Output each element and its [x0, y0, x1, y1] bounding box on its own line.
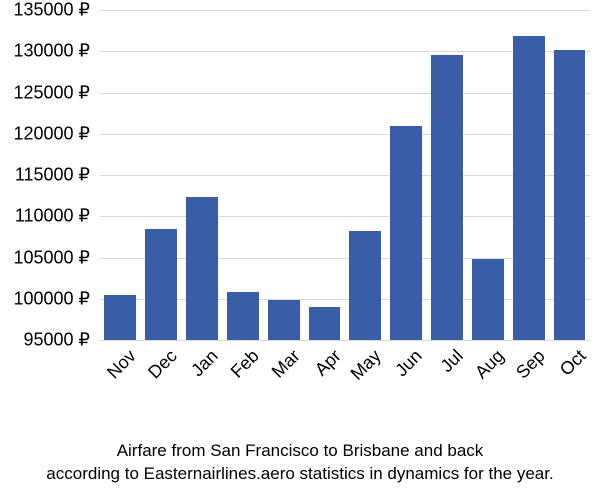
bar — [268, 300, 300, 340]
x-axis-label: Jan — [182, 340, 223, 381]
airfare-chart: 95000 ₽ 100000 ₽ 105000 ₽ 110000 ₽ 115000 ₽ 1… — [0, 0, 600, 500]
y-axis-label: 135000 ₽ — [13, 0, 100, 21]
bar — [145, 229, 177, 340]
bar — [390, 126, 422, 341]
x-axis-label: Mar — [262, 340, 304, 382]
y-axis-label: 130000 ₽ — [13, 41, 100, 62]
y-axis-label: 125000 ₽ — [13, 82, 100, 103]
y-axis-label: 110000 ₽ — [15, 206, 100, 227]
bar-slot: Aug — [467, 10, 508, 340]
bar-slot: Jul — [427, 10, 468, 340]
x-axis-label: Aug — [465, 340, 508, 383]
x-axis-label: Dec — [139, 340, 182, 383]
y-axis-label: 100000 ₽ — [13, 288, 100, 309]
x-axis-label: Apr — [305, 340, 345, 380]
bar-slot: Oct — [549, 10, 590, 340]
bar — [186, 197, 218, 340]
bar-slot: Dec — [141, 10, 182, 340]
x-axis-label: Nov — [98, 340, 141, 383]
y-axis-label: 120000 ₽ — [13, 123, 100, 144]
y-axis-label: 105000 ₽ — [13, 247, 100, 268]
bar-slot: Nov — [100, 10, 141, 340]
caption-line: Airfare from San Francisco to Brisbane a… — [0, 440, 600, 463]
bars-group: NovDecJanFebMarAprMayJunJulAugSepOct — [100, 10, 590, 340]
bar-slot: Jun — [386, 10, 427, 340]
x-axis-label: Jun — [386, 340, 427, 381]
bar-slot: Mar — [263, 10, 304, 340]
bar — [309, 307, 341, 340]
bar-slot: Jan — [182, 10, 223, 340]
bar-slot: May — [345, 10, 386, 340]
chart-caption: Airfare from San Francisco to Brisbane a… — [0, 440, 600, 486]
bar — [349, 231, 381, 340]
x-axis-label: Oct — [550, 340, 590, 380]
caption-line: according to Easternairlines.aero statis… — [0, 463, 600, 486]
gridline — [100, 340, 590, 341]
x-axis-label: Sep — [506, 340, 549, 383]
bar — [472, 259, 504, 340]
plot-area: 95000 ₽100000 ₽105000 ₽110000 ₽115000 ₽1… — [100, 10, 590, 340]
y-axis-label: 95000 ₽ — [23, 330, 100, 351]
bar — [431, 55, 463, 340]
y-axis-label: 115000 ₽ — [15, 165, 100, 186]
bar-slot: Apr — [304, 10, 345, 340]
bar — [104, 295, 136, 340]
x-axis-label: Feb — [221, 340, 263, 382]
bar — [513, 36, 545, 340]
bar-slot: Sep — [508, 10, 549, 340]
bar-slot: Feb — [222, 10, 263, 340]
bar — [554, 50, 586, 340]
x-axis-label: May — [341, 340, 386, 385]
bar — [227, 292, 259, 340]
x-axis-label: Jul — [431, 340, 468, 377]
